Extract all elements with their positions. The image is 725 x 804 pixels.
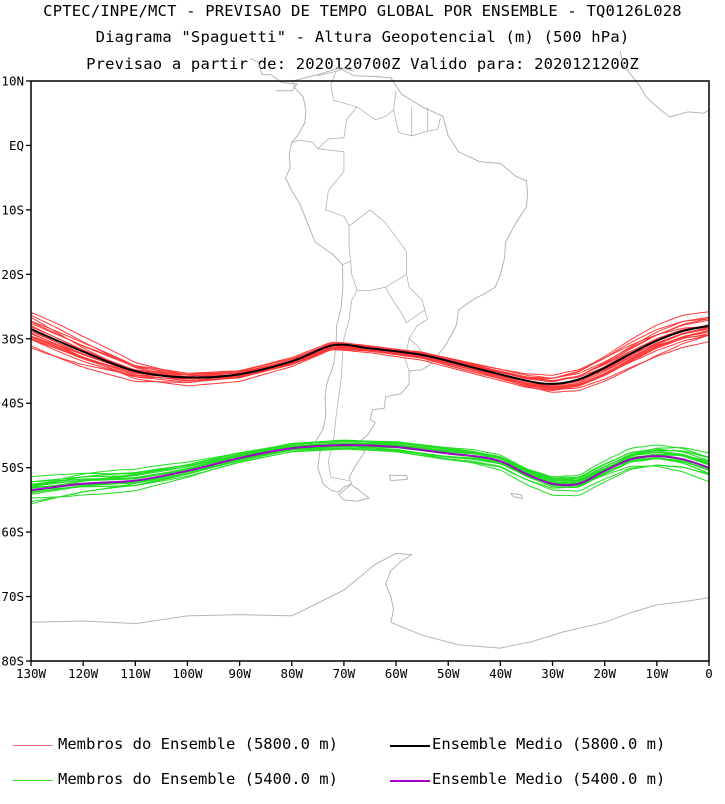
lon-tick-label: 60W	[385, 666, 408, 681]
lon-tick-label: 10W	[646, 666, 669, 681]
members-0	[30, 311, 710, 393]
lat-tick-label: 30S	[1, 331, 24, 346]
legend-row-2: Membros do Ensemble (5400.0 m) Ensemble …	[0, 770, 725, 804]
member-line	[30, 334, 710, 393]
lon-tick-label: 100W	[172, 666, 203, 681]
ensemble-curves	[30, 311, 710, 505]
caribbean	[317, 67, 355, 77]
legend-label-mean-5800: Ensemble Medio (5800.0 m)	[432, 735, 666, 753]
legend-row-1: Membros do Ensemble (5800.0 m) Ensemble …	[0, 735, 725, 769]
lat-tick-label: 50S	[1, 460, 24, 475]
lat-tick-label: 60S	[1, 525, 24, 540]
south-georgia	[510, 492, 524, 500]
lat-tick-label: 10S	[1, 202, 24, 217]
lon-tick-label: 50W	[437, 666, 460, 681]
lat-tick-label: EQ	[9, 138, 24, 153]
coastlines	[30, 50, 710, 649]
country-border-2	[385, 274, 426, 324]
country-border-0	[317, 148, 352, 266]
country-border-1	[348, 209, 407, 291]
title-line-1: CPTEC/INPE/MCT - PREVISAO DE TEMPO GLOBA…	[43, 2, 682, 20]
legend-label-members-5800: Membros do Ensemble (5800.0 m)	[58, 735, 338, 753]
member-line	[30, 442, 710, 486]
lat-tick-label: 20S	[1, 267, 24, 282]
lon-tick-label: 20W	[593, 666, 616, 681]
mean-line-1	[30, 324, 710, 385]
title-line-3: Previsao a partir de: 2020120700Z Valido…	[86, 55, 639, 73]
lon-tick-label: 80W	[280, 666, 303, 681]
lat-tick-label: 70S	[1, 589, 24, 604]
title-line-2: Diagrama "Spaguetti" - Altura Geopotenci…	[95, 28, 630, 46]
member-line	[30, 314, 710, 380]
falkland-islands	[388, 474, 409, 482]
tierra-del-fuego	[337, 484, 371, 502]
south-america-outline	[284, 67, 529, 493]
country-border-8	[356, 90, 397, 121]
lat-tick-label: 10N	[1, 74, 24, 89]
country-border-5	[327, 290, 358, 481]
lat-tick-label: 40S	[1, 396, 24, 411]
member-line	[30, 331, 710, 389]
plot-frame	[30, 80, 710, 662]
antarctic-peninsula	[30, 552, 710, 649]
member-line	[30, 325, 710, 387]
country-border-9	[393, 109, 441, 137]
lon-tick-label: 110W	[120, 666, 151, 681]
legend-swatch-mean-5800	[390, 745, 430, 747]
country-border-3	[408, 309, 431, 364]
country-border-6	[291, 139, 319, 149]
members-2	[30, 439, 710, 505]
member-line	[30, 326, 710, 381]
mean-line-3	[30, 444, 710, 492]
lon-tick-label: 0	[705, 666, 713, 681]
legend-label-mean-5400: Ensemble Medio (5400.0 m)	[432, 770, 666, 788]
member-line	[30, 447, 710, 503]
member-line	[30, 440, 710, 483]
country-border-7	[317, 71, 358, 149]
legend-swatch-members-5400	[13, 780, 53, 781]
lon-tick-label: 30W	[541, 666, 564, 681]
west-africa-coast	[619, 50, 710, 118]
legend-swatch-mean-5400	[390, 780, 430, 782]
legend-label-members-5400: Membros do Ensemble (5400.0 m)	[58, 770, 338, 788]
lon-tick-label: 120W	[68, 666, 99, 681]
legend-swatch-members-5800	[13, 745, 53, 746]
lon-tick-label: 70W	[333, 666, 356, 681]
lat-tick-label: 80S	[1, 654, 24, 669]
lon-tick-label: 90W	[228, 666, 251, 681]
central-america	[249, 57, 298, 92]
lon-tick-label: 40W	[489, 666, 512, 681]
lon-tick-label: 130W	[16, 666, 47, 681]
